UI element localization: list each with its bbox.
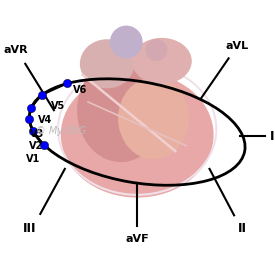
Ellipse shape bbox=[118, 78, 189, 159]
Text: V5: V5 bbox=[51, 101, 65, 111]
Text: © My EKG: © My EKG bbox=[36, 126, 86, 136]
Ellipse shape bbox=[145, 39, 167, 61]
Text: III: III bbox=[23, 222, 36, 235]
Ellipse shape bbox=[61, 72, 214, 197]
Text: I: I bbox=[270, 130, 274, 143]
Text: V1: V1 bbox=[26, 154, 40, 164]
Ellipse shape bbox=[132, 38, 192, 84]
Text: V2: V2 bbox=[29, 141, 43, 151]
Text: aVL: aVL bbox=[225, 41, 248, 51]
Text: V4: V4 bbox=[38, 115, 52, 125]
Text: V3: V3 bbox=[31, 129, 45, 139]
Ellipse shape bbox=[80, 39, 134, 88]
Text: II: II bbox=[238, 222, 247, 235]
Ellipse shape bbox=[77, 58, 164, 162]
Ellipse shape bbox=[110, 26, 143, 58]
Text: aVF: aVF bbox=[125, 233, 149, 243]
Text: aVR: aVR bbox=[3, 45, 28, 55]
Text: V6: V6 bbox=[73, 85, 87, 95]
